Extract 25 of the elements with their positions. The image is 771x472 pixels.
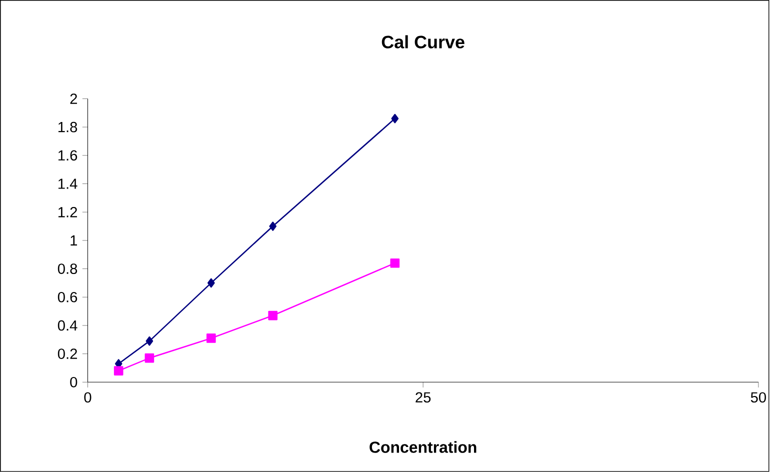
point: [390, 258, 400, 268]
chart-title: Cal Curve: [382, 35, 464, 48]
y-tick-label: 1.2: [58, 207, 77, 218]
y-tick-label: 1: [70, 235, 78, 246]
point: [206, 334, 216, 343]
point: [144, 353, 154, 363]
x-axis-title: Concentration: [370, 441, 476, 453]
point: [207, 278, 215, 288]
x-tick-label: 0: [84, 392, 92, 403]
y-tick-label: 1.4: [58, 178, 78, 189]
point: [146, 336, 154, 346]
y-tick-label: 0.2: [58, 348, 77, 360]
y-tick-label: 0.4: [58, 320, 78, 331]
y-tick-label: 0.8: [58, 264, 78, 274]
point: [391, 114, 399, 124]
point: [268, 310, 278, 320]
point: [114, 366, 124, 376]
x-tick-label: 25: [416, 392, 431, 403]
y-tick-label: 0.6: [58, 292, 78, 302]
y-tick-label: 0: [70, 377, 78, 388]
point: [269, 222, 277, 231]
y-tick-label: 1.6: [58, 150, 78, 161]
x-tick-label: 50: [750, 392, 766, 403]
y-tick-label: 1.8: [58, 122, 78, 132]
y-tick-label: 2: [70, 94, 77, 104]
